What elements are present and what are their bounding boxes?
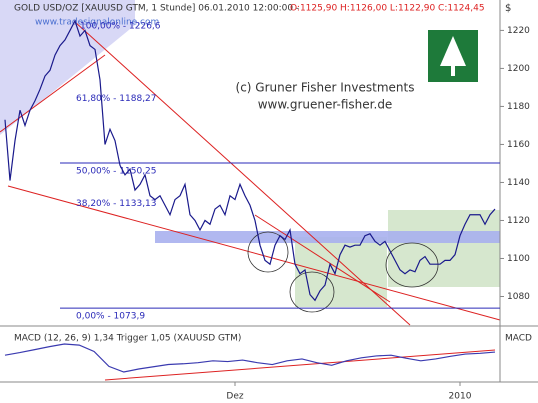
watermark: www.tradesignalonline.com	[35, 18, 159, 28]
fib-label: 61,80% - 1188,27	[76, 94, 157, 104]
copyright: (c) Gruner Fisher Investments	[236, 81, 415, 95]
fib-label: 38,20% - 1133,13	[76, 199, 157, 209]
y-tick-label: 1220	[507, 26, 530, 36]
y-tick-label: 1080	[507, 292, 530, 302]
x-tick-label: Dez	[226, 392, 243, 402]
y-tick-label: 1180	[507, 102, 530, 112]
fib-label: 100,00% - 1226,6	[80, 21, 161, 31]
header-values: O:1125,90 H:1126,00 L:1122,90 C:1124,45	[290, 4, 485, 14]
logo	[428, 30, 478, 82]
y-tick-label: 1140	[507, 178, 530, 188]
website: www.gruener-fisher.de	[258, 98, 393, 112]
macd-title: MACD (12, 26, 9) 1,34 Trigger 1,05 (XAUU…	[14, 334, 241, 344]
y-tick-label: 1160	[507, 140, 530, 150]
y-tick-label: 1120	[507, 216, 530, 226]
header: GOLD USD/OZ [XAUUSD GTM, 1 Stunde] 06.01…	[14, 4, 299, 14]
ellipses	[247, 231, 439, 313]
y-tick-label: 1100	[507, 254, 530, 264]
shaded-area	[0, 0, 135, 135]
fib-label: 0,00% - 1073,9	[76, 312, 145, 322]
currency: $	[505, 3, 511, 14]
macd-trend-line	[104, 349, 496, 381]
macd-label: MACD	[505, 334, 532, 344]
support-band	[155, 231, 500, 243]
x-tick-label: 2010	[449, 392, 472, 402]
green-box	[388, 210, 500, 287]
trend-lines	[0, 21, 501, 326]
price-line	[4, 19, 496, 302]
price-line	[4, 343, 496, 373]
y-tick-label: 1200	[507, 64, 530, 74]
fib-label: 50,00% - 1150,25	[76, 166, 157, 176]
